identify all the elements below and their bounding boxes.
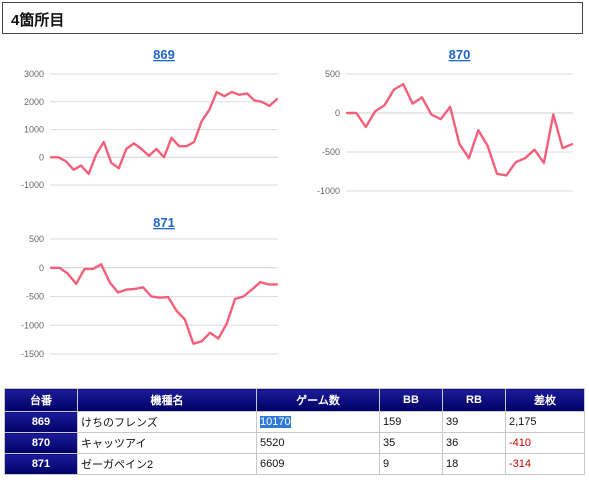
game-count-selected[interactable]: 10170 — [260, 416, 291, 428]
y-tick-label: -1000 — [21, 320, 44, 330]
chart-title-link[interactable]: 869 — [153, 47, 175, 62]
machine-table: 台番 機種名 ゲーム数 BB RB 差枚 869 けちのフレンズ 10170 1… — [4, 388, 585, 475]
col-header-unit: 台番 — [4, 388, 78, 412]
section-title: 4箇所目 — [11, 12, 65, 29]
col-header-rb: RB — [442, 388, 506, 412]
section-header: 4箇所目 — [2, 2, 583, 34]
unit-number: 871 — [4, 453, 78, 475]
game-count: 6609 — [256, 453, 380, 475]
game-count: 5520 — [256, 432, 380, 454]
y-tick-label: -500 — [26, 292, 44, 302]
chart-871: 871 -1500 -1000 -500 0 500 — [21, 215, 278, 359]
y-tick-label: 1000 — [24, 125, 44, 135]
y-tick-label: -1500 — [21, 349, 44, 359]
col-header-diff: 差枚 — [505, 388, 585, 412]
diff-value: 2,175 — [505, 411, 585, 433]
rb-count: 18 — [442, 453, 506, 475]
y-tick-label: 500 — [29, 234, 44, 244]
chart-title-link[interactable]: 870 — [449, 47, 471, 62]
diff-value: -314 — [505, 453, 585, 475]
table-header-row: 台番 機種名 ゲーム数 BB RB 差枚 — [4, 388, 585, 412]
model-name: けちのフレンズ — [77, 411, 257, 433]
table-row: 870 キャッツアイ 5520 35 36 -410 — [4, 432, 585, 454]
model-name: ゼーガペイン2 — [77, 453, 257, 475]
series-line — [49, 263, 278, 345]
bb-count: 35 — [379, 432, 443, 454]
diff-value: -410 — [505, 432, 585, 454]
bb-count: 9 — [379, 453, 443, 475]
table-row: 871 ゼーガペイン2 6609 9 18 -314 — [4, 453, 585, 475]
col-header-model: 機種名 — [77, 388, 257, 412]
model-name: キャッツアイ — [77, 432, 257, 454]
y-tick-label: -1000 — [317, 186, 340, 196]
chart-869: 869 -1000 0 1000 2000 3000 — [21, 47, 278, 190]
unit-number: 870 — [4, 432, 78, 454]
col-header-games: ゲーム数 — [256, 388, 380, 412]
table-row: 869 けちのフレンズ 10170 159 39 2,175 — [4, 411, 585, 433]
y-tick-label: 500 — [325, 69, 340, 79]
series-line — [345, 82, 574, 177]
y-tick-label: -500 — [322, 147, 340, 157]
col-header-bb: BB — [379, 388, 443, 412]
rb-count: 39 — [442, 411, 506, 433]
series-line — [49, 90, 278, 176]
y-tick-label: 0 — [335, 108, 340, 118]
bb-count: 159 — [379, 411, 443, 433]
game-count[interactable]: 10170 — [256, 411, 380, 433]
rb-count: 36 — [442, 432, 506, 454]
y-tick-label: 0 — [39, 263, 44, 273]
y-tick-label: -1000 — [21, 180, 44, 190]
y-tick-label: 0 — [39, 152, 44, 162]
chart-870: 870 -1000 -500 0 500 — [317, 47, 574, 196]
y-tick-label: 2000 — [24, 97, 44, 107]
y-tick-label: 3000 — [24, 69, 44, 79]
chart-title-link[interactable]: 871 — [153, 215, 175, 230]
unit-number: 869 — [4, 411, 78, 433]
